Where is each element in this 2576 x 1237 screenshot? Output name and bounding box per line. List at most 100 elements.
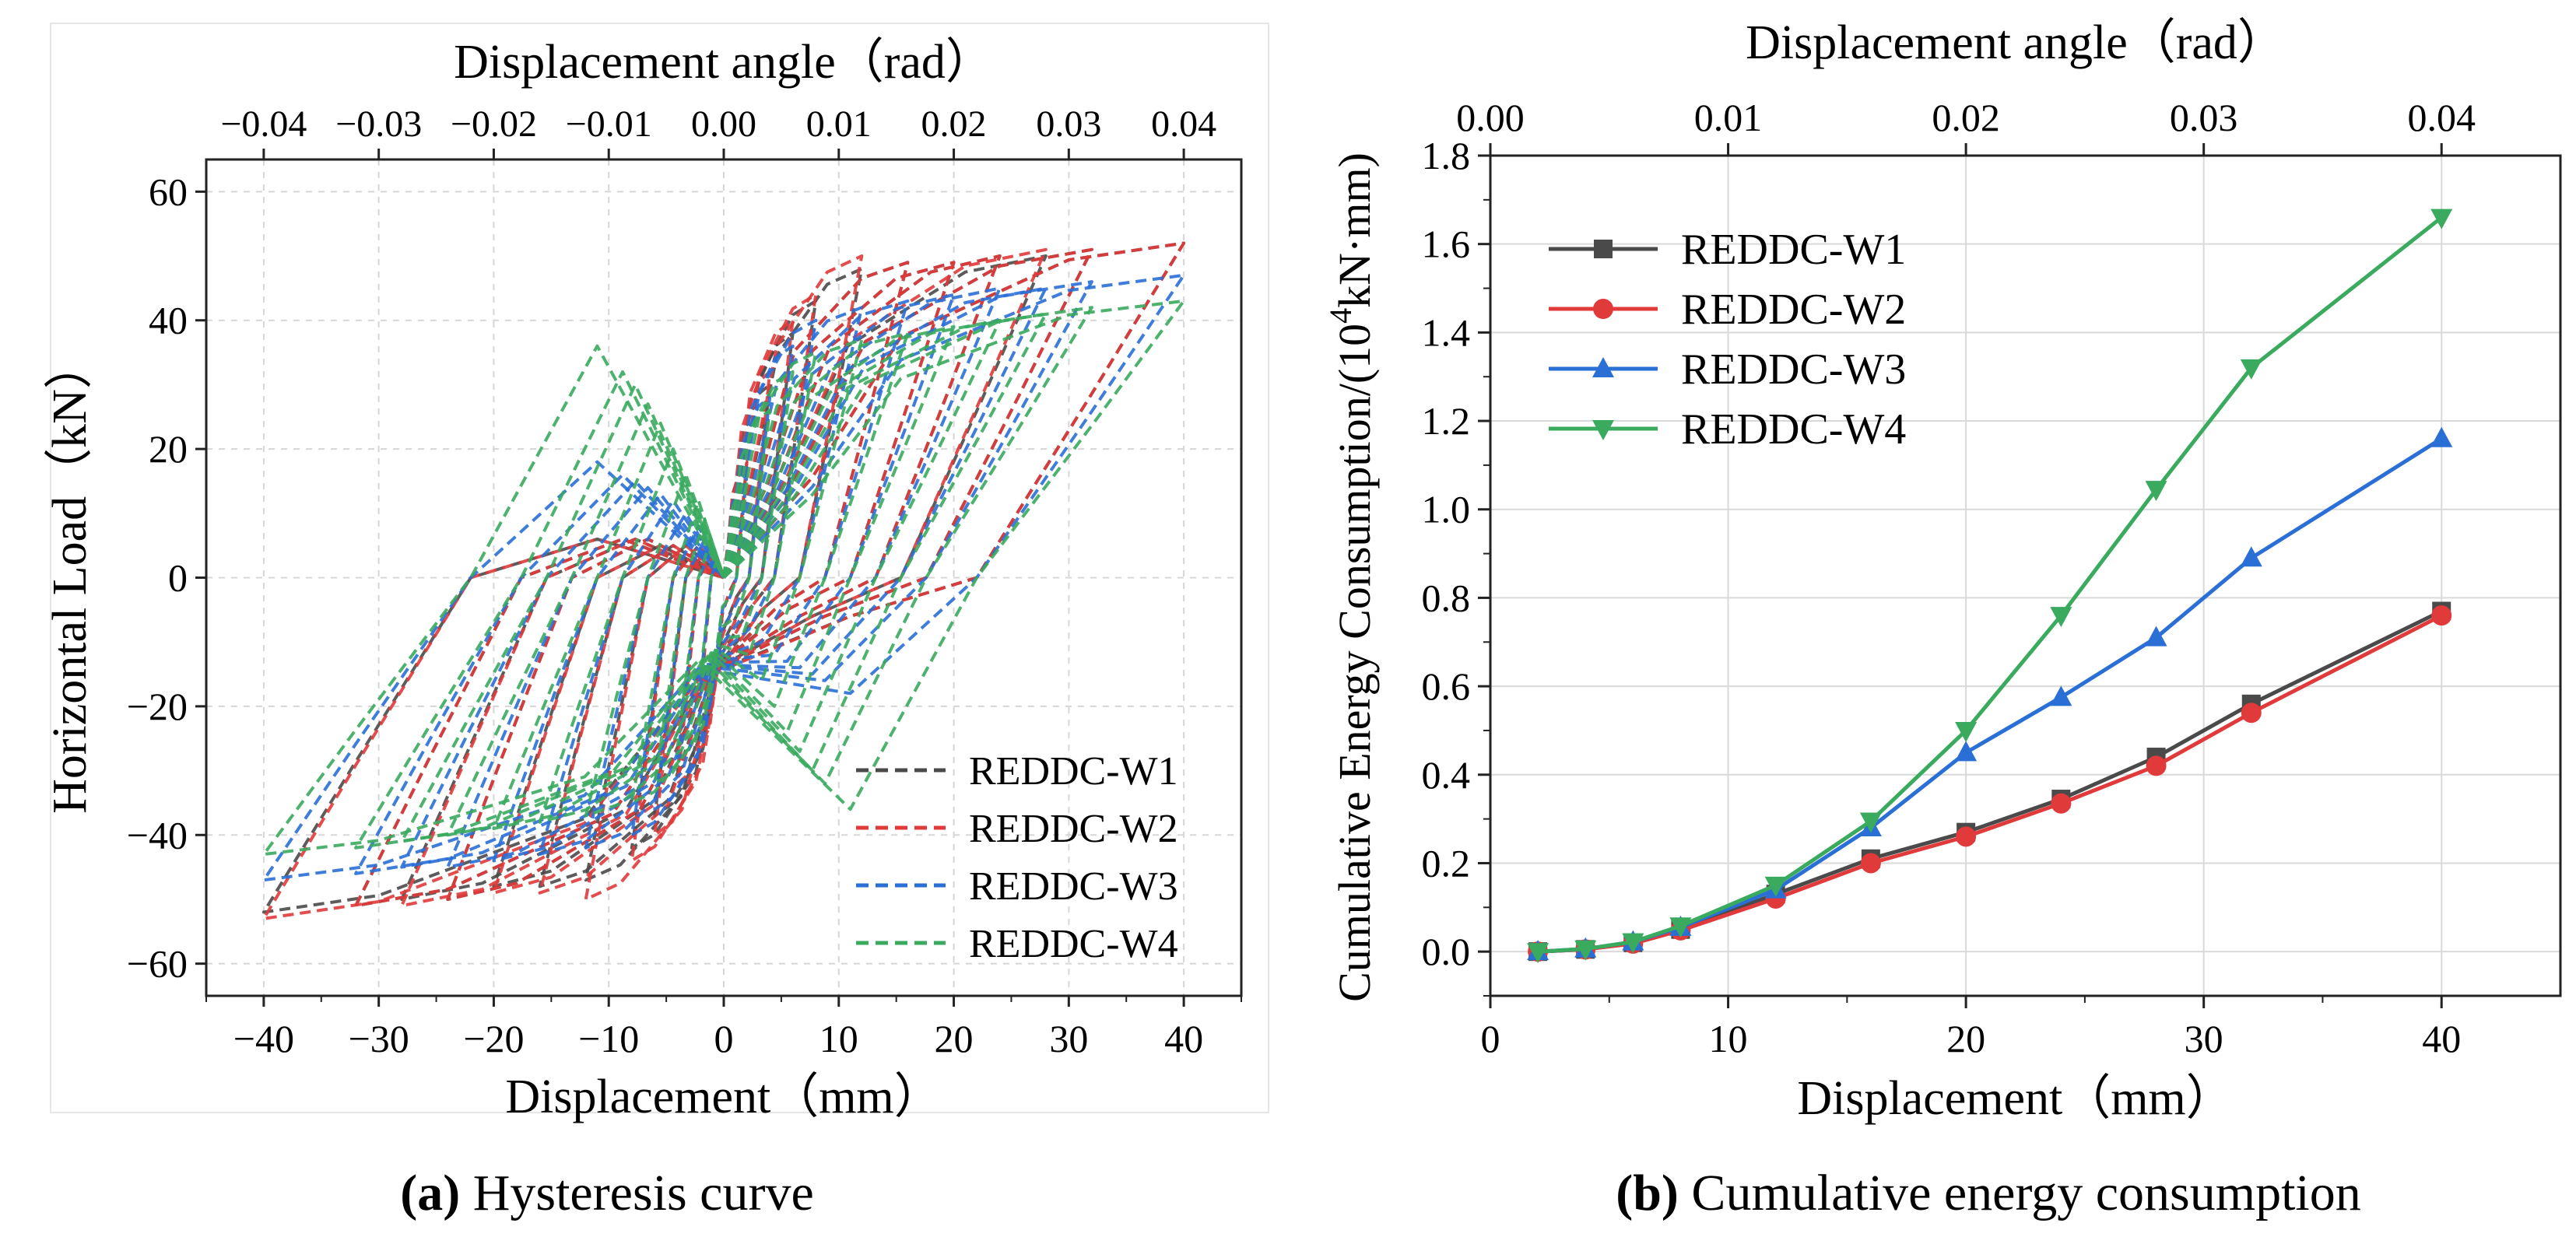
hysteresis-legend-label-w3: REDDC-W3: [969, 864, 1178, 909]
hysteresis-top-tick-label: 0.01: [806, 103, 872, 145]
hysteresis-loop-w2: [354, 247, 1093, 908]
energy-top-tick-label: 0.02: [1932, 96, 2000, 139]
energy-x-tick-label: 30: [2185, 1017, 2223, 1060]
energy-legend: REDDC-W1 REDDC-W2 REDDC-W3 REDDC-W4: [1549, 226, 1906, 454]
hysteresis-x-tick-label: −10: [578, 1017, 639, 1060]
energy-point-w4: [2430, 209, 2453, 230]
energy-y-tick-label: 1.0: [1422, 488, 1471, 531]
energy-legend-marker-w3: [1592, 357, 1614, 377]
hysteresis-loop-w4: [653, 370, 795, 786]
energy-legend-label-w4: REDDC-W4: [1681, 405, 1906, 454]
hysteresis-loop-w4: [584, 338, 864, 818]
energy-top-tick-label: 0.03: [2170, 96, 2238, 139]
panel-b-caption-letter: (b): [1616, 1165, 1679, 1221]
energy-point-w4: [1955, 721, 1978, 742]
hysteresis-top-tick-label: −0.02: [451, 103, 537, 145]
hysteresis-loop-w3: [538, 299, 910, 857]
energy-top-axis-title: Displacement angle（rad）: [1746, 16, 2286, 69]
energy-chart: 0 10 20 30 400.00.20.40.60.81.01.21.41.61.80…: [1323, 16, 2562, 1125]
hysteresis-ticks: −40 −30 −20 −10 0 10 20 30 40 −60 −40 −20 0 20 40 60 −0.…: [127, 103, 1242, 1060]
energy-x-axis-title: Displacement（mm）: [1797, 1072, 2234, 1125]
energy-legend-label-w2: REDDC-W2: [1681, 286, 1906, 334]
hysteresis-x-tick-label: 40: [1164, 1017, 1203, 1060]
hysteresis-loop-w4: [699, 479, 749, 676]
energy-point-w4: [1622, 933, 1644, 954]
energy-y-tick-label: 0.4: [1422, 753, 1471, 797]
energy-point-w4: [1574, 940, 1597, 961]
energy-point-w4: [2240, 359, 2262, 380]
hysteresis-legend: REDDC-W1 REDDC-W2 REDDC-W3 REDDC-W4: [856, 749, 1178, 966]
hysteresis-grid: [206, 159, 1241, 996]
hysteresis-loop-w2: [492, 261, 956, 895]
hysteresis-x-tick-label: 30: [1049, 1017, 1088, 1060]
hysteresis-y-tick-label: 0: [168, 556, 188, 600]
hysteresis-curves: [261, 241, 1186, 920]
hysteresis-y-tick-label: 20: [149, 427, 188, 471]
energy-legend-label-w1: REDDC-W1: [1681, 226, 1906, 274]
hysteresis-x-tick-label: −30: [349, 1017, 409, 1060]
hysteresis-loop-w2: [261, 241, 1186, 920]
energy-point-w2: [2431, 605, 2452, 626]
energy-y-tick-label: 0.8: [1422, 576, 1471, 619]
hysteresis-loop-w4: [492, 325, 956, 830]
hysteresis-loop-w3: [630, 318, 818, 837]
hysteresis-x-tick-label: 20: [935, 1017, 974, 1060]
hysteresis-loop-w4: [630, 351, 818, 804]
energy-x-tick-label: 20: [1946, 1017, 1985, 1060]
energy-plot-frame: [1489, 154, 2562, 997]
hysteresis-loop-w4: [446, 318, 1002, 837]
energy-point-w4: [1527, 943, 1549, 964]
hysteresis-loop-w4: [261, 299, 1186, 857]
hysteresis-y-tick-label: 60: [149, 170, 188, 213]
hysteresis-legend-label-w2: REDDC-W2: [969, 807, 1178, 851]
hysteresis-x-tick-label: 0: [714, 1017, 734, 1060]
hysteresis-loop-w2: [584, 254, 864, 901]
hysteresis-x-tick-label: 10: [819, 1017, 858, 1060]
energy-point-w3: [2430, 426, 2453, 447]
hysteresis-top-tick-label: −0.04: [220, 103, 307, 145]
energy-point-w2: [2241, 703, 2262, 724]
energy-legend-marker-w1: [1594, 240, 1613, 258]
hysteresis-loop-w2: [630, 293, 818, 863]
energy-point-w4: [2050, 607, 2072, 628]
energy-top-tick-label: 0.00: [1456, 96, 1525, 139]
hysteresis-loop-w4: [538, 331, 910, 824]
hysteresis-loop-w2: [446, 254, 1002, 901]
energy-y-axis-title-main: Cumulative Energy Consumption/(10: [1329, 324, 1380, 1002]
hysteresis-legend-label-w1: REDDC-W1: [969, 749, 1178, 794]
energy-y-axis-title-exponent: 4: [1323, 308, 1358, 324]
energy-point-w3: [1955, 741, 1978, 762]
hysteresis-y-tick-label: 40: [149, 299, 188, 342]
hysteresis-loop-w4: [400, 312, 1048, 843]
hysteresis-top-tick-label: 0.04: [1151, 103, 1216, 145]
hysteresis-loop-w2: [538, 261, 910, 895]
energy-ticks: 0 10 20 30 400.00.20.40.60.81.01.21.41.61.80…: [1422, 96, 2476, 1060]
energy-point-w3: [2145, 626, 2167, 647]
panel-a-caption: (a) Hysteresis curve: [400, 1165, 814, 1221]
hysteresis-top-tick-label: 0.03: [1036, 103, 1101, 145]
hysteresis-loop-w3: [676, 396, 772, 759]
hysteresis-x-tick-label: −20: [463, 1017, 524, 1060]
panel-b-caption: (b) Cumulative energy consumption: [1616, 1165, 2361, 1221]
energy-y-tick-label: 0.0: [1422, 930, 1471, 973]
hysteresis-y-tick-label: −40: [127, 813, 188, 857]
hysteresis-y-tick-label: −60: [127, 942, 188, 986]
energy-y-axis-title-unit: kN·mm): [1329, 152, 1380, 308]
energy-y-tick-label: 1.4: [1422, 310, 1471, 354]
energy-y-tick-label: 1.8: [1422, 134, 1471, 177]
hysteresis-legend-label-w4: REDDC-W4: [969, 922, 1178, 966]
hysteresis-loop-w1: [630, 299, 818, 850]
energy-x-tick-label: 0: [1481, 1017, 1500, 1060]
hysteresis-y-tick-label: −20: [127, 685, 188, 728]
energy-x-tick-label: 40: [2422, 1017, 2461, 1060]
hysteresis-loop-w3: [261, 273, 1186, 882]
energy-top-tick-label: 0.04: [2407, 96, 2476, 139]
energy-y-tick-label: 0.6: [1422, 664, 1471, 708]
energy-point-w4: [2145, 481, 2167, 502]
hysteresis-loop-w3: [446, 286, 1002, 869]
energy-curves: [1527, 209, 2453, 964]
panel-a-caption-text: Hysteresis curve: [460, 1165, 814, 1221]
hysteresis-top-tick-label: 0.02: [921, 103, 987, 145]
hysteresis-loop-w2: [400, 247, 1048, 908]
